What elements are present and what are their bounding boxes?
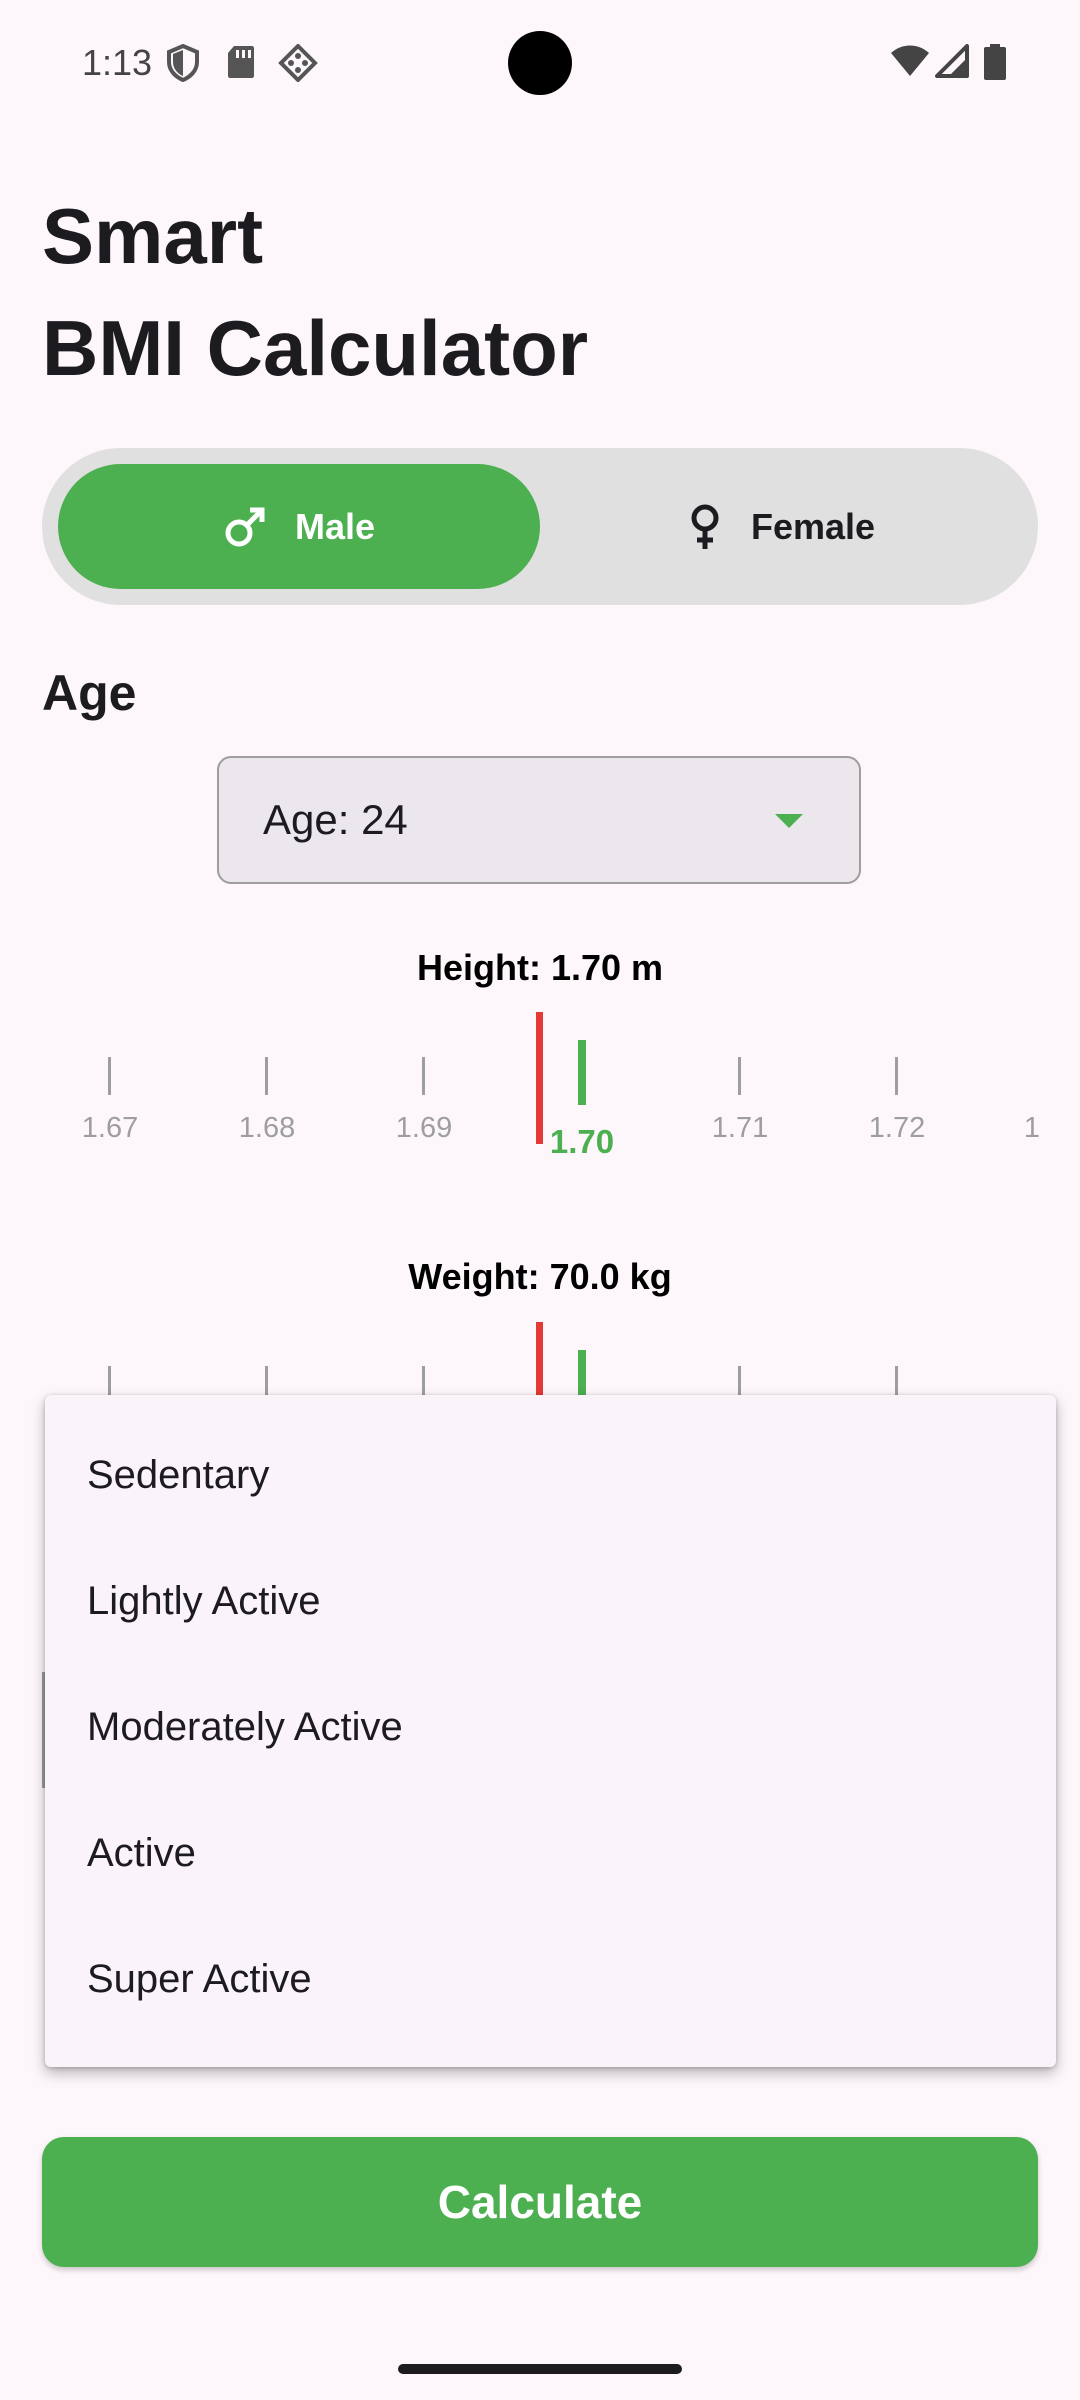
height-tick-label: 1.69 [395, 1112, 453, 1144]
height-tick [738, 1057, 741, 1095]
height-ruler[interactable]: 1.67 1.68 1.69 1.71 1.72 1 1.70 [0, 1000, 1080, 1180]
height-tick [108, 1057, 111, 1095]
gender-male-button[interactable]: Male [58, 464, 540, 589]
height-tick-label: 1.67 [81, 1112, 139, 1144]
menu-item-lightly-active[interactable]: Lightly Active [87, 1579, 321, 1623]
weight-tick [108, 1366, 111, 1395]
height-tick-label: 1.68 [238, 1112, 296, 1144]
weight-tick [738, 1366, 741, 1395]
gender-female-label: Female [750, 505, 876, 547]
activity-level-menu: Sedentary Lightly Active Moderately Acti… [45, 1395, 1056, 2067]
menu-item-active[interactable]: Active [87, 1831, 196, 1875]
weight-tick [265, 1366, 268, 1395]
activity-dropdown-edge [42, 1672, 46, 1788]
height-tick [265, 1057, 268, 1095]
front-camera [508, 31, 572, 95]
weight-ruler[interactable] [0, 1310, 1080, 1395]
diamond-icon [278, 43, 318, 87]
age-value: Age: 24 [263, 796, 408, 843]
height-center-marker [536, 1012, 543, 1144]
weight-selected-tick [578, 1350, 586, 1395]
title-line-2: BMI Calculator [42, 304, 589, 392]
height-selected-tick [578, 1040, 586, 1105]
menu-item-moderately-active[interactable]: Moderately Active [87, 1705, 403, 1749]
shield-icon [166, 43, 200, 87]
title-line-1: Smart [42, 192, 264, 280]
signal-icon [935, 44, 969, 83]
female-icon [687, 503, 723, 551]
weight-label: Weight: 70.0 kg [408, 1256, 672, 1297]
battery-icon [984, 44, 1006, 85]
weight-center-marker [536, 1322, 543, 1395]
status-time: 1:13 [82, 42, 153, 83]
calculate-button[interactable]: Calculate [42, 2137, 1038, 2267]
menu-item-super-active[interactable]: Super Active [87, 1957, 312, 2001]
age-section-label: Age [42, 665, 137, 721]
height-tick-label: 1.71 [711, 1112, 769, 1144]
dropdown-arrow-icon [775, 814, 803, 828]
height-selected-value: 1.70 [549, 1123, 615, 1160]
sd-card-icon [226, 44, 256, 85]
menu-item-sedentary[interactable]: Sedentary [87, 1453, 270, 1497]
weight-tick [422, 1366, 425, 1395]
gender-female-button[interactable]: Female [540, 464, 1022, 589]
gender-male-label: Male [294, 505, 376, 547]
weight-tick [895, 1366, 898, 1395]
height-tick-label: 1 [1023, 1112, 1041, 1144]
age-dropdown[interactable]: Age: 24 [217, 756, 861, 884]
male-icon [223, 505, 267, 549]
home-indicator[interactable] [398, 2364, 682, 2374]
page-title: Smart BMI Calculator [42, 180, 588, 404]
wifi-icon [890, 44, 930, 83]
height-label: Height: 1.70 m [416, 947, 664, 988]
height-tick [895, 1057, 898, 1095]
height-tick [422, 1057, 425, 1095]
height-tick-label: 1.72 [868, 1112, 926, 1144]
